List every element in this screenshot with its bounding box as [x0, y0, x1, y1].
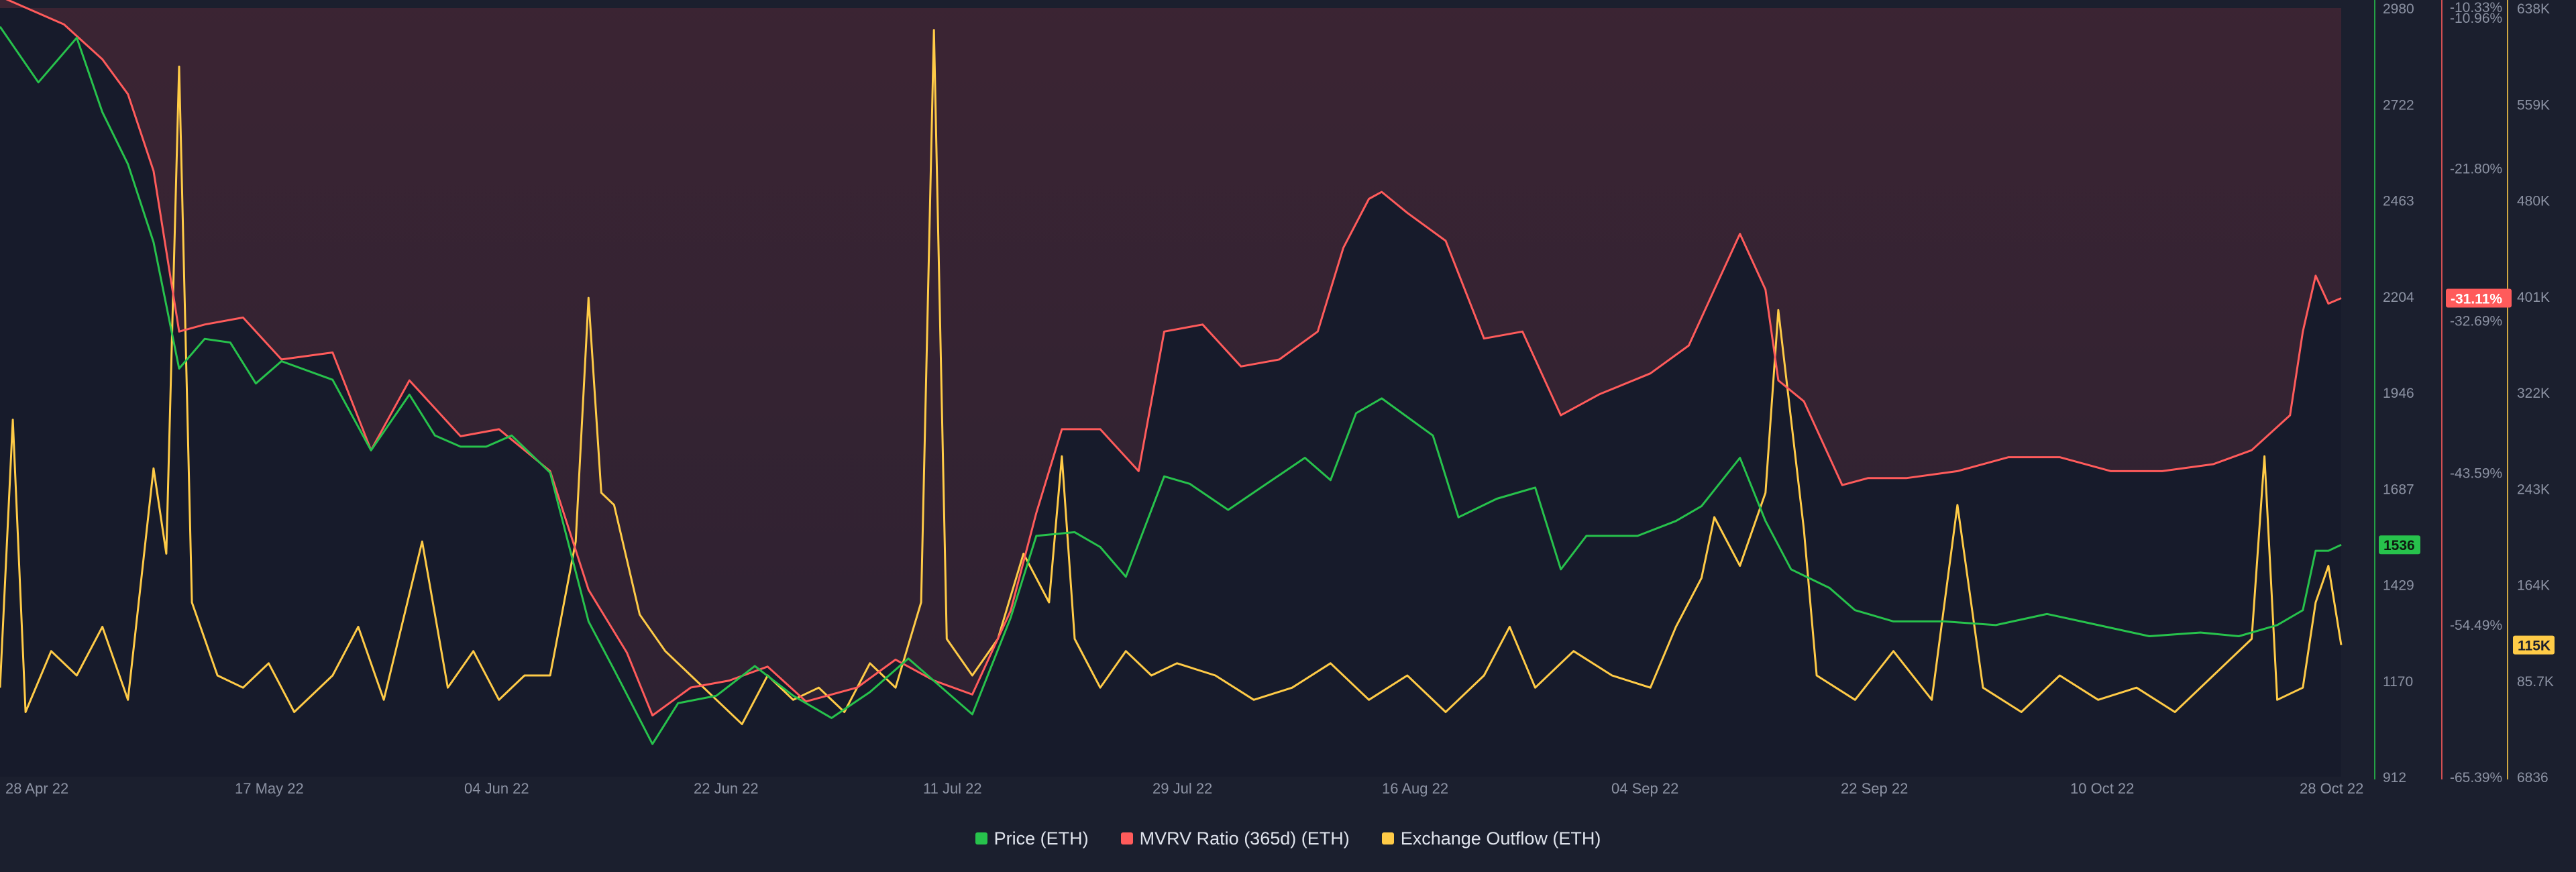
price-current-value-badge: 1536 — [2379, 535, 2420, 555]
price-badge-text: 1536 — [2383, 538, 2415, 553]
legend-swatch-price — [975, 832, 987, 844]
x-tick-label: 11 Jul 22 — [923, 780, 982, 797]
x-tick-label: 28 Apr 22 — [5, 780, 68, 797]
mvrv-line — [5, 0, 2342, 717]
axes: 28 Apr 22 17 May 22 04 Jun 22 22 Jun 22 11 J… — [5, 0, 2555, 797]
legend-swatch-outflow — [1381, 832, 1394, 844]
mvrv-tick-label: -65.39% — [2450, 770, 2502, 785]
mvrv-tick-label: -21.80% — [2450, 162, 2502, 177]
mvrv-badge-bg — [2446, 288, 2512, 308]
mvrv-tick-label: -32.69% — [2450, 313, 2502, 329]
x-tick-label: 22 Sep 22 — [1841, 780, 1908, 797]
mvrv-tick-label: -54.49% — [2450, 618, 2502, 633]
mvrv-badge-text: -31.11% — [2451, 292, 2502, 307]
price-badge-bg — [2379, 535, 2420, 555]
mvrv-tick-label: -43.59% — [2450, 466, 2502, 481]
price-tick-label: 2463 — [2383, 194, 2414, 209]
mvrv-area — [0, 0, 2341, 716]
legend-label-mvrv: MVRV Ratio (365d) (ETH) — [1139, 828, 1350, 849]
legend-item-outflow[interactable]: Exchange Outflow (ETH) — [1381, 828, 1601, 849]
outflow-badge-bg — [2513, 635, 2555, 655]
mvrv-tick-label: -10.96% — [2450, 11, 2502, 26]
outflow-tick-label: 243K — [2517, 482, 2550, 497]
x-tick-label: 22 Jun 22 — [694, 780, 759, 797]
outflow-tick-label: 401K — [2517, 290, 2550, 305]
outflow-tick-label: 322K — [2517, 386, 2550, 401]
mvrv-tick-label: -10.33% — [2450, 0, 2502, 15]
legend-swatch-mvrv — [1120, 832, 1133, 844]
outflow-tick-label: 85.7K — [2517, 674, 2554, 690]
mvrv-current-value-badge: -31.11% — [2446, 288, 2512, 308]
legend-item-mvrv[interactable]: MVRV Ratio (365d) (ETH) — [1120, 828, 1350, 849]
exchange-outflow-line — [0, 29, 2343, 726]
price-tick-label: 1170 — [2383, 674, 2413, 690]
price-tick-label: 1687 — [2383, 482, 2414, 497]
legend-item-price[interactable]: Price (ETH) — [975, 828, 1089, 849]
price-line — [0, 25, 2342, 745]
outflow-tick-label: 6836 — [2517, 770, 2548, 785]
outflow-badge-text: 115K — [2518, 639, 2551, 654]
legend-label-price: Price (ETH) — [994, 828, 1089, 849]
x-tick-label: 29 Jul 22 — [1152, 780, 1212, 797]
outflow-tick-label: 164K — [2517, 578, 2550, 594]
plot-area[interactable] — [0, 0, 2343, 777]
outflow-tick-label: 559K — [2517, 97, 2550, 113]
legend-label-outflow: Exchange Outflow (ETH) — [1400, 828, 1601, 849]
outflow-tick-label: 480K — [2517, 194, 2550, 209]
x-tick-label: 10 Oct 22 — [2070, 780, 2134, 797]
price-tick-label: 912 — [2383, 770, 2406, 785]
legend: Price (ETH) MVRV Ratio (365d) (ETH) Exch… — [0, 820, 2576, 857]
price-tick-label: 2980 — [2383, 1, 2414, 17]
outflow-tick-label: 638K — [2517, 1, 2550, 17]
x-tick-label: 28 Oct 22 — [2300, 780, 2363, 797]
x-tick-label: 04 Sep 22 — [1611, 780, 1678, 797]
price-tick-label: 1946 — [2383, 386, 2414, 401]
x-tick-label: 16 Aug 22 — [1382, 780, 1448, 797]
outflow-current-value-badge: 115K — [2513, 635, 2555, 655]
price-tick-label: 1429 — [2383, 578, 2414, 594]
x-tick-label: 17 May 22 — [235, 780, 304, 797]
x-tick-label: 04 Jun 22 — [464, 780, 529, 797]
price-tick-label: 2722 — [2383, 97, 2414, 113]
price-tick-label: 2204 — [2383, 290, 2414, 305]
